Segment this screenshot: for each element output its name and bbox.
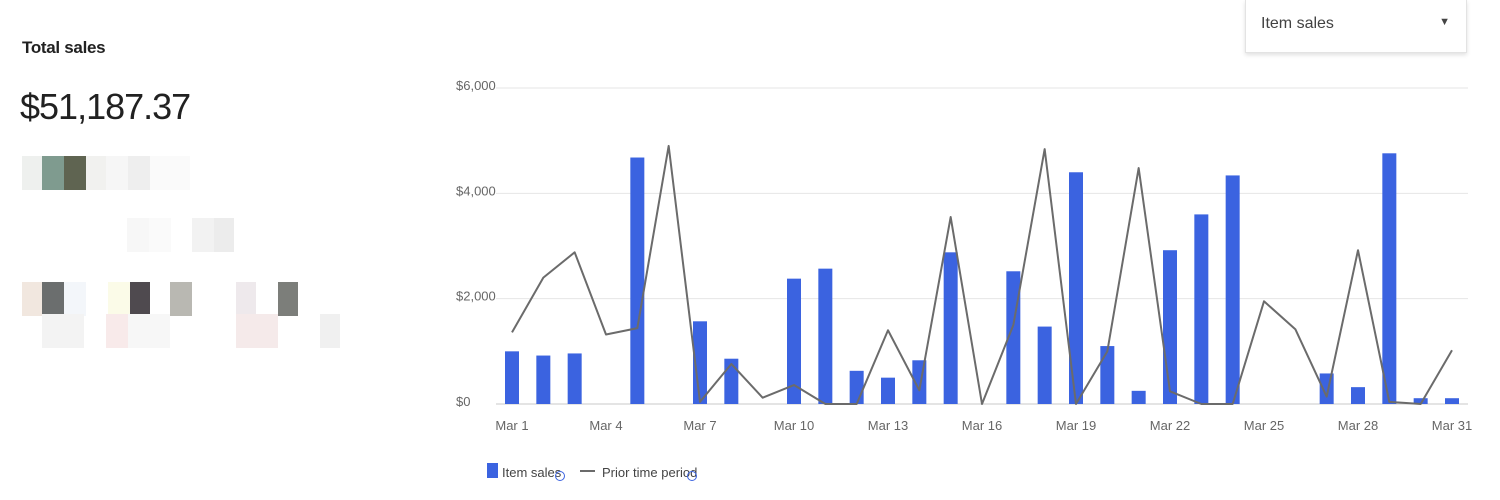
metric-dropdown[interactable]: Item sales ▼ (1245, 0, 1467, 53)
x-tick-label: Mar 1 (495, 418, 528, 433)
bar-item-sales[interactable] (1037, 326, 1052, 404)
x-tick-label: Mar 16 (962, 418, 1002, 433)
legend-label-item-sales: Item sales (502, 465, 562, 480)
total-sales-amount: $51,187.37 (20, 86, 191, 127)
info-icon[interactable] (555, 471, 565, 481)
redacted-content (22, 282, 322, 316)
bar-item-sales[interactable] (1163, 250, 1177, 404)
bar-item-sales[interactable] (505, 351, 519, 404)
bar-item-sales[interactable] (1413, 398, 1428, 404)
bar-item-sales[interactable] (1131, 390, 1146, 404)
y-tick-label: $6,000 (456, 78, 496, 93)
bar-item-sales[interactable] (1445, 398, 1459, 404)
x-tick-label: Mar 7 (683, 418, 716, 433)
bar-item-sales[interactable] (818, 268, 833, 404)
prior-period-line (511, 144, 1453, 405)
legend-swatch-item-sales (487, 463, 498, 478)
y-tick-label: $4,000 (456, 183, 496, 198)
x-tick-label: Mar 19 (1056, 418, 1096, 433)
bar-item-sales[interactable] (567, 353, 582, 404)
chart-legend: Item sales Prior time period (487, 463, 697, 481)
y-tick-label: $0 (456, 394, 470, 409)
bar-item-sales[interactable] (1382, 153, 1397, 404)
total-sales-label: Total sales (22, 38, 106, 57)
redacted-content (22, 314, 352, 348)
x-tick-label: Mar 22 (1150, 418, 1190, 433)
redacted-content (22, 218, 242, 252)
x-tick-label: Mar 10 (774, 418, 814, 433)
bar-item-sales[interactable] (1069, 172, 1083, 404)
bar-item-sales[interactable] (943, 252, 958, 404)
bar-item-sales[interactable] (1100, 346, 1115, 404)
bar-item-sales[interactable] (1351, 387, 1365, 404)
metric-dropdown-value: Item sales (1261, 15, 1334, 32)
x-tick-label: Mar 13 (868, 418, 908, 433)
legend-label-prior-period: Prior time period (602, 465, 697, 480)
caret-down-icon: ▼ (1439, 16, 1450, 28)
bar-item-sales[interactable] (536, 355, 551, 404)
item-sales-bars (505, 153, 1459, 404)
bar-item-sales[interactable] (787, 278, 801, 404)
line-prior-time-period (511, 144, 1453, 405)
x-tick-label: Mar 31 (1432, 418, 1472, 433)
bar-item-sales[interactable] (630, 157, 645, 404)
x-tick-label: Mar 25 (1244, 418, 1284, 433)
info-icon[interactable] (687, 471, 697, 481)
bar-item-sales[interactable] (1225, 175, 1240, 404)
y-tick-label: $2,000 (456, 289, 496, 304)
bar-item-sales[interactable] (693, 321, 707, 404)
bar-item-sales[interactable] (724, 358, 739, 404)
bar-item-sales[interactable] (849, 370, 864, 404)
y-axis: $0 $2,000 $4,000 $6,000 (456, 78, 496, 409)
bar-item-sales[interactable] (881, 377, 895, 404)
x-axis: Mar 1 Mar 4 Mar 7 Mar 10 Mar 13 Mar 16 Mar 19 M… (495, 418, 1472, 433)
x-tick-label: Mar 28 (1338, 418, 1378, 433)
redacted-content (22, 156, 202, 190)
x-tick-label: Mar 4 (589, 418, 622, 433)
bar-item-sales[interactable] (1194, 214, 1209, 404)
total-sales-summary: Total sales $51,187.37 (20, 0, 382, 500)
